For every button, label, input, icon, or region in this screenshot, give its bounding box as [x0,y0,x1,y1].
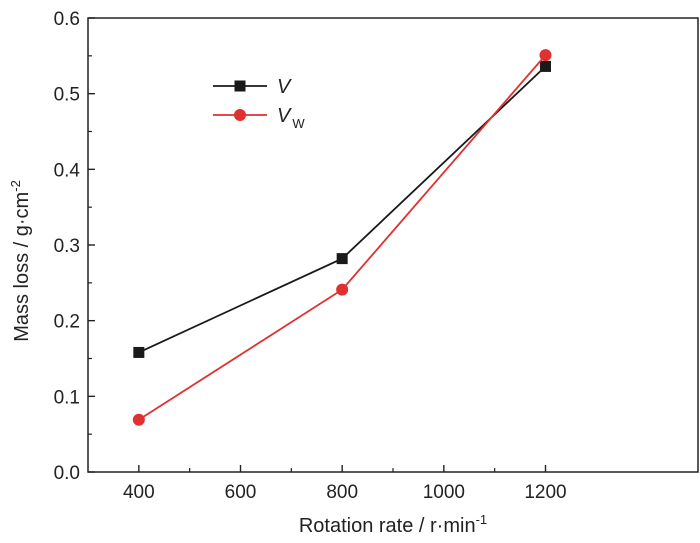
y-tick-label: 0.0 [54,463,80,484]
y-tick-label: 0.4 [54,160,81,181]
x-axis-title: Rotation rate / r·min-1 [299,512,487,537]
x-tick-label: 1200 [524,482,566,503]
y-axis-title: Mass loss / g·cm-2 [8,180,33,342]
y-tick-label: 0.5 [54,85,80,106]
y-tick-label: 0.3 [54,236,80,257]
data-point-series-2 [132,413,145,426]
x-tick-label: 400 [123,482,155,503]
data-point-series-1 [133,346,145,358]
x-tick-label: 1000 [423,482,465,503]
plot-frame [87,17,699,473]
x-tick-label: 600 [225,482,257,503]
data-point-series-2 [539,49,552,62]
series-line-1 [138,65,547,354]
x-tick-label: 800 [326,482,358,503]
y-tick-label: 0.2 [54,312,80,333]
data-point-series-1 [336,253,348,265]
series-line-2 [138,54,547,421]
data-point-series-2 [336,283,349,296]
y-tick-label: 0.1 [54,387,80,408]
legend-label-1: V [277,76,292,98]
y-tick-label: 0.6 [54,9,80,30]
data-point-series-1 [540,60,551,72]
legend-marker-2 [234,109,246,121]
legend-marker-1 [234,80,246,92]
